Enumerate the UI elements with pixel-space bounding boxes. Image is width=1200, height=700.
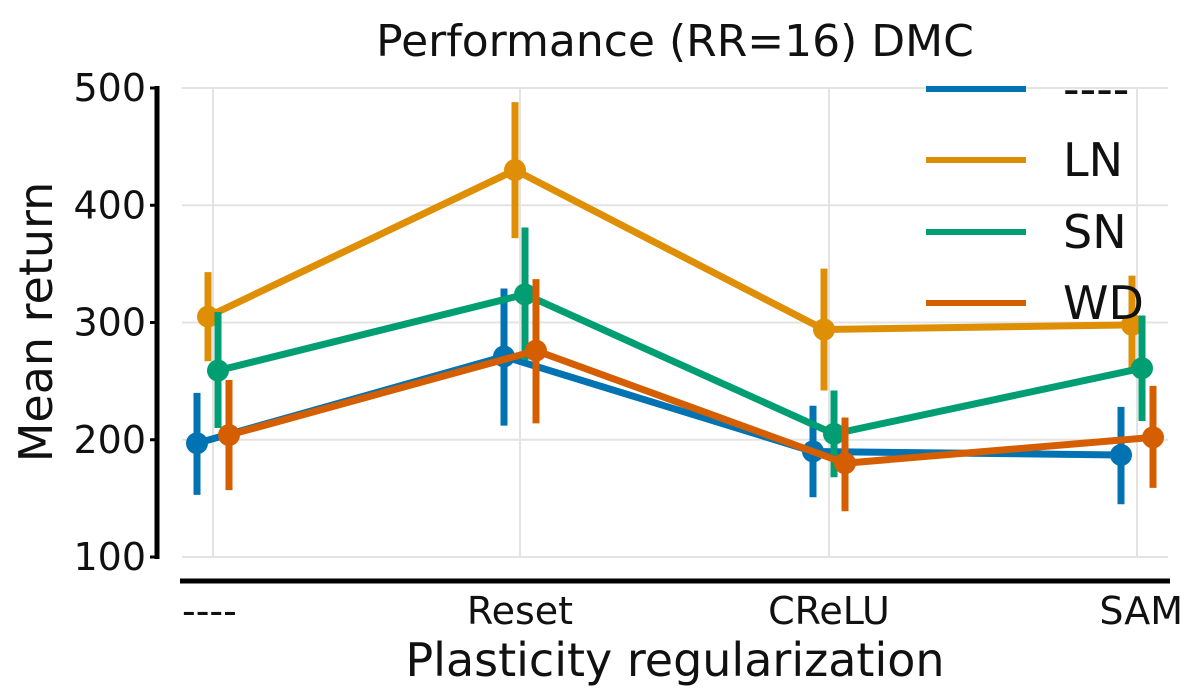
x-tick-label-3: SAM: [1099, 589, 1183, 633]
series-3: [218, 279, 1164, 512]
data-point-1-1: [504, 159, 526, 182]
x-tick-label-2: CReLU: [768, 589, 890, 633]
axes-layer: [150, 86, 1170, 584]
series-1: [197, 102, 1143, 391]
legend-label-1: LN: [1063, 133, 1123, 187]
series-2: [207, 227, 1153, 478]
chart-title: Performance (RR=16) DMC: [376, 16, 974, 67]
legend-label-2: SN: [1063, 205, 1127, 259]
series-line-3: [228, 347, 1154, 467]
x-tick-label-1: Reset: [467, 589, 573, 633]
data-point-1-3: [1121, 313, 1143, 336]
x-tick-label-0: ----: [182, 589, 237, 633]
legend-label-3: WD: [1063, 276, 1144, 330]
y-tick-label-0: 100: [73, 535, 146, 579]
data-point-2-0: [207, 359, 229, 382]
data-point-3-0: [218, 424, 240, 447]
y-tick-label-3: 400: [73, 183, 146, 227]
data-point-3-1: [525, 339, 547, 362]
y-tick-label-2: 300: [73, 301, 146, 345]
data-point-0-3: [1110, 443, 1132, 466]
data-point-0-0: [186, 432, 208, 455]
y-tick-label-4: 500: [73, 66, 146, 110]
y-axis-label: Mean return: [9, 182, 63, 463]
data-point-2-2: [823, 422, 845, 445]
data-point-3-2: [834, 452, 856, 475]
series-line-2: [217, 290, 1143, 438]
data-point-2-3: [1131, 357, 1153, 380]
data-point-1-0: [197, 305, 219, 328]
x-axis-label: Plasticity regularization: [405, 633, 944, 687]
data-point-2-1: [514, 283, 536, 306]
ticks-layer: 100 200 300 400 500 ---- Reset CReLU SAM: [73, 66, 1183, 633]
legend-label-0: ----: [1063, 62, 1129, 116]
series-layer: [186, 102, 1164, 512]
data-point-3-3: [1142, 426, 1164, 449]
data-point-1-2: [813, 318, 835, 341]
y-tick-label-1: 200: [73, 418, 146, 462]
legend: ---- LN SN WD: [926, 62, 1144, 330]
series-line-1: [206, 166, 1133, 334]
